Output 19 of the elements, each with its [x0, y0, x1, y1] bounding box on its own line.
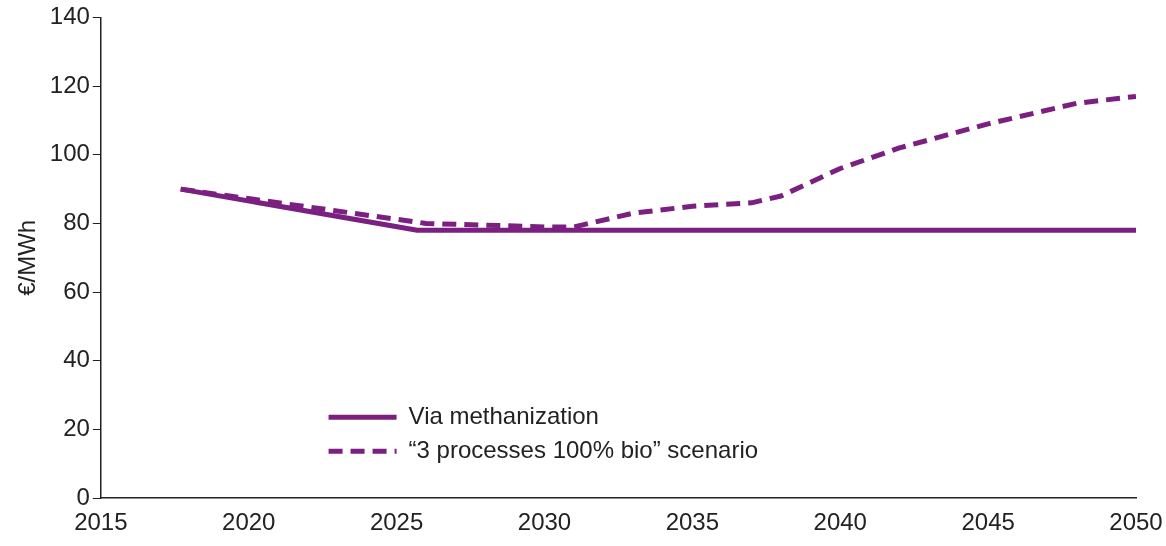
x-tick-label: 2040 [813, 508, 867, 536]
y-tick-label: 20 [63, 414, 90, 442]
x-tick-label: 2030 [517, 508, 572, 536]
x-tick-label: 2020 [222, 508, 276, 536]
y-tick-label: 60 [63, 276, 90, 304]
legend-label: “3 processes 100% bio” scenario [408, 435, 759, 463]
y-tick-label: 120 [49, 70, 90, 98]
y-axis-title: €/MWh [13, 219, 41, 296]
y-tick-label: 40 [63, 345, 90, 373]
x-tick-label: 2045 [961, 508, 1015, 536]
x-tick-label: 2025 [369, 508, 424, 536]
x-tick-label: 2015 [74, 508, 128, 536]
y-tick-label: 100 [49, 139, 90, 167]
x-tick-label: 2050 [1109, 508, 1163, 536]
x-tick-label: 2035 [665, 508, 720, 536]
y-tick-label: 140 [49, 2, 90, 30]
legend-label: Via methanization [408, 401, 599, 429]
y-tick-label: 0 [76, 482, 90, 510]
y-tick-label: 80 [63, 208, 90, 236]
